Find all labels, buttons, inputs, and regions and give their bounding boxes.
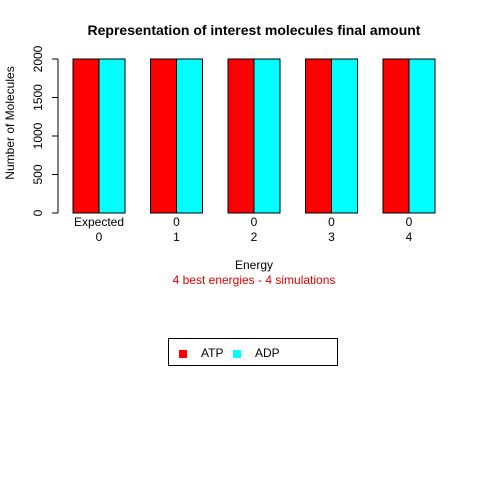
x-group-top-label: 0 [251,215,258,229]
x-group-top-label: 0 [328,215,335,229]
bar-adp-4 [408,58,436,214]
y-tick-label: 1000 [31,122,45,149]
chart-subtitle: 4 best energies - 4 simulations [173,273,336,287]
bar-atp-1 [150,58,177,214]
x-group-top-label: Expected [74,215,124,229]
legend-swatch-adp [233,350,241,358]
y-axis-label: Number of Molecules [3,66,17,179]
bar-adp-3 [331,58,358,214]
y-tick-label: 1500 [31,84,45,111]
y-tick-label: 0 [31,209,45,216]
x-group-bottom-label: 2 [251,230,258,244]
y-tick-label: 2000 [31,45,45,72]
legend-label-adp: ADP [255,346,280,360]
bars-group [72,58,436,214]
x-group-bottom-label: 3 [328,230,335,244]
legend-swatch-atp [179,350,187,358]
x-group-bottom-label: 4 [406,230,413,244]
x-group-top-label: 0 [173,215,180,229]
y-tick-label: 500 [31,164,45,184]
x-group-top-label: 0 [406,215,413,229]
chart-title: Representation of interest molecules fin… [88,22,421,38]
x-group-bottom-label: 0 [96,230,103,244]
x-axis-label: Energy [235,258,273,272]
bar-adp-2 [253,58,281,214]
bar-adp-1 [176,58,203,214]
legend: ATP ADP [168,338,338,366]
bar-atp-4 [382,58,410,214]
y-axis: 0 500 1000 1500 2000 [31,45,59,216]
bar-atp-0 [72,58,100,214]
bar-atp-3 [305,58,332,214]
x-group-bottom-label: 1 [173,230,180,244]
bar-adp-0 [98,58,126,214]
bar-atp-2 [227,58,255,214]
legend-label-atp: ATP [201,346,224,360]
